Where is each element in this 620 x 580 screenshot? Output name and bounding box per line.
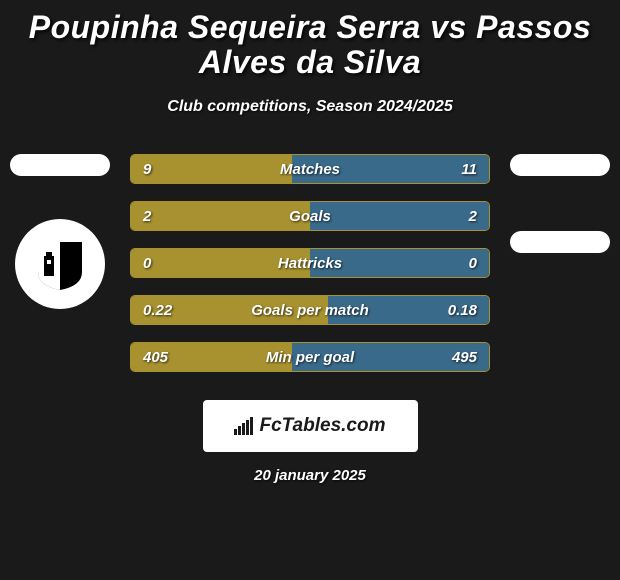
stat-row-goals: 2 Goals 2 bbox=[130, 201, 490, 231]
stat-bar-right bbox=[310, 202, 489, 230]
player-photo-right bbox=[510, 154, 610, 176]
stat-value-right: 0.18 bbox=[448, 302, 477, 319]
stat-value-left: 0 bbox=[143, 255, 151, 272]
stat-value-left: 2 bbox=[143, 208, 151, 225]
club-badge-right bbox=[510, 231, 610, 253]
stat-label: Min per goal bbox=[266, 349, 354, 366]
stat-row-gpm: 0.22 Goals per match 0.18 bbox=[130, 295, 490, 325]
stat-label: Goals bbox=[289, 208, 331, 225]
content-area: 9 Matches 11 2 Goals 2 0 Hattricks 0 bbox=[0, 154, 620, 372]
footer-brand-text: FcTables.com bbox=[259, 415, 385, 437]
right-side bbox=[510, 154, 610, 253]
stat-bar-left bbox=[131, 155, 292, 183]
left-side bbox=[10, 154, 110, 309]
stat-label: Goals per match bbox=[251, 302, 369, 319]
stat-row-matches: 9 Matches 11 bbox=[130, 154, 490, 184]
stat-label: Hattricks bbox=[278, 255, 342, 272]
stats-bars: 9 Matches 11 2 Goals 2 0 Hattricks 0 bbox=[130, 154, 490, 372]
footer-brand-logo: FcTables.com bbox=[203, 400, 418, 452]
stat-bar-left bbox=[131, 202, 310, 230]
club-badge-left bbox=[15, 219, 105, 309]
stat-value-left: 405 bbox=[143, 349, 168, 366]
page-title: Poupinha Sequeira Serra vs Passos Alves … bbox=[0, 10, 620, 80]
stat-value-right: 2 bbox=[469, 208, 477, 225]
player-photo-left bbox=[10, 154, 110, 176]
subtitle: Club competitions, Season 2024/2025 bbox=[0, 98, 620, 116]
stat-value-left: 9 bbox=[143, 161, 151, 178]
stat-value-right: 0 bbox=[469, 255, 477, 272]
footer-date: 20 january 2025 bbox=[0, 467, 620, 484]
stat-value-right: 495 bbox=[452, 349, 477, 366]
bars-icon bbox=[234, 417, 253, 435]
club-logo-icon bbox=[30, 234, 90, 294]
stat-value-left: 0.22 bbox=[143, 302, 172, 319]
stat-row-mpg: 405 Min per goal 495 bbox=[130, 342, 490, 372]
stat-value-right: 11 bbox=[461, 161, 477, 178]
stat-row-hattricks: 0 Hattricks 0 bbox=[130, 248, 490, 278]
stat-label: Matches bbox=[280, 161, 340, 178]
comparison-container: Poupinha Sequeira Serra vs Passos Alves … bbox=[0, 0, 620, 580]
